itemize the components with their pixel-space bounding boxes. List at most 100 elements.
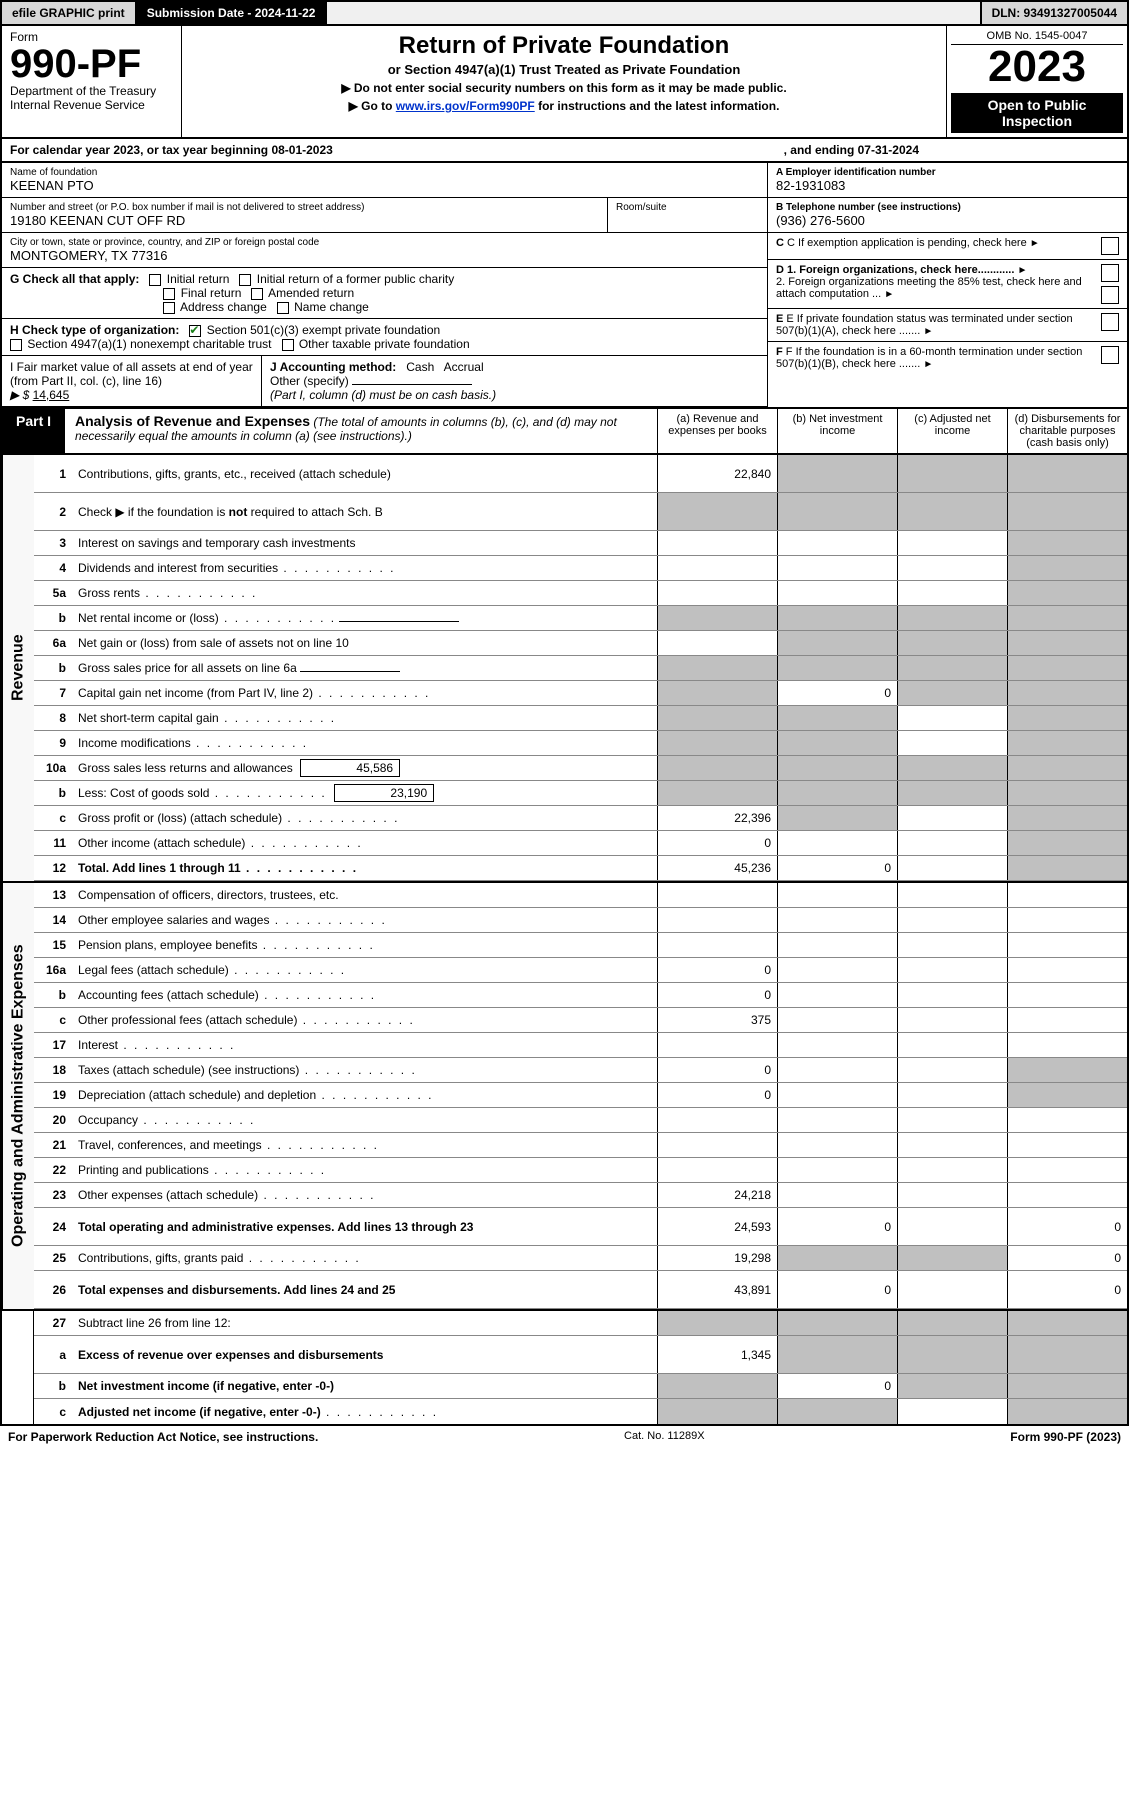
c-checkbox[interactable] — [1101, 237, 1119, 255]
row-2-desc-c: required to attach Sch. B — [247, 505, 382, 519]
row-16a: 16aLegal fees (attach schedule)0 — [34, 958, 1127, 983]
name-value: KEENAN PTO — [10, 178, 759, 193]
row-6a-num: 6a — [34, 636, 74, 650]
row-26-desc: Total expenses and disbursements. Add li… — [78, 1283, 395, 1297]
row-27a: aExcess of revenue over expenses and dis… — [34, 1336, 1127, 1374]
h-4947-label: Section 4947(a)(1) nonexempt charitable … — [27, 337, 271, 351]
row-10c-a: 22,396 — [657, 806, 777, 830]
row-15: 15Pension plans, employee benefits — [34, 933, 1127, 958]
g-initial-label: Initial return — [167, 272, 230, 286]
form-title: Return of Private Foundation — [198, 32, 930, 60]
row-12-desc: Total. Add lines 1 through 11 — [78, 861, 358, 875]
revenue-grid: Revenue 1 Contributions, gifts, grants, … — [0, 455, 1129, 883]
f-row: F F If the foundation is in a 60-month t… — [768, 342, 1127, 374]
city-value: MONTGOMERY, TX 77316 — [10, 248, 759, 263]
revenue-side-label: Revenue — [2, 455, 34, 881]
h-other-checkbox[interactable] — [282, 339, 294, 351]
row-3: 3Interest on savings and temporary cash … — [34, 531, 1127, 556]
row-7: 7Capital gain net income (from Part IV, … — [34, 681, 1127, 706]
city-cell: City or town, state or province, country… — [2, 233, 767, 268]
d-row: D 1. Foreign organizations, check here..… — [768, 260, 1127, 309]
row-11-desc: Other income (attach schedule) — [74, 834, 657, 852]
row-12: 12Total. Add lines 1 through 1145,2360 — [34, 856, 1127, 881]
e-checkbox[interactable] — [1101, 313, 1119, 331]
row-24-desc: Total operating and administrative expen… — [78, 1220, 473, 1234]
g-amended-checkbox[interactable] — [251, 288, 263, 300]
row-7-b: 0 — [777, 681, 897, 705]
g-name-checkbox[interactable] — [277, 302, 289, 314]
row-27b: bNet investment income (if negative, ent… — [34, 1374, 1127, 1399]
row-18-desc: Taxes (attach schedule) (see instruction… — [74, 1061, 657, 1079]
j-other-label: Other (specify) — [270, 374, 349, 388]
row-7-num: 7 — [34, 686, 74, 700]
entity-info: Name of foundation KEENAN PTO Number and… — [0, 163, 1129, 409]
header-note-2: ▶ Go to www.irs.gov/Form990PF for instru… — [198, 99, 930, 113]
row-25-a: 19,298 — [657, 1246, 777, 1270]
irs-link[interactable]: www.irs.gov/Form990PF — [396, 99, 535, 113]
part1-title: Analysis of Revenue and Expenses — [75, 413, 310, 429]
row-16a-num: 16a — [34, 963, 74, 977]
col-c-hdr: (c) Adjusted net income — [897, 409, 1007, 453]
header-note-1: ▶ Do not enter social security numbers o… — [198, 81, 930, 95]
row-4-desc: Dividends and interest from securities — [74, 559, 657, 577]
ij-row: I Fair market value of all assets at end… — [2, 356, 767, 407]
row-2-num: 2 — [34, 505, 74, 519]
goto-suffix: for instructions and the latest informat… — [535, 99, 780, 113]
g-initial-checkbox[interactable] — [149, 274, 161, 286]
d1-checkbox[interactable] — [1101, 264, 1119, 282]
row-18-num: 18 — [34, 1063, 74, 1077]
row-25-num: 25 — [34, 1251, 74, 1265]
row-12-b: 0 — [777, 856, 897, 880]
row-17: 17Interest — [34, 1033, 1127, 1058]
phone-value: (936) 276-5600 — [776, 213, 1119, 228]
row-19: 19Depreciation (attach schedule) and dep… — [34, 1083, 1127, 1108]
efile-btn[interactable]: efile GRAPHIC print — [2, 2, 137, 24]
row-27c-num: c — [34, 1405, 74, 1419]
g-address-checkbox[interactable] — [163, 302, 175, 314]
row-16a-a: 0 — [657, 958, 777, 982]
j-cash-label: Cash — [406, 360, 434, 374]
addr-value: 19180 KEENAN CUT OFF RD — [10, 213, 599, 228]
g-final-label: Final return — [181, 286, 242, 300]
g-row: G Check all that apply: Initial return I… — [2, 268, 767, 319]
g-final-checkbox[interactable] — [163, 288, 175, 300]
header-mid: Return of Private Foundation or Section … — [182, 26, 947, 137]
row-21-num: 21 — [34, 1138, 74, 1152]
address-cell: Number and street (or P.O. box number if… — [2, 198, 767, 233]
row-6b-num: b — [34, 661, 74, 675]
row-8-num: 8 — [34, 711, 74, 725]
row-10b-box: 23,190 — [334, 784, 434, 802]
row-27b-num: b — [34, 1379, 74, 1393]
row-11-a: 0 — [657, 831, 777, 855]
row-12-num: 12 — [34, 861, 74, 875]
ein-label: A Employer identification number — [776, 167, 936, 178]
row-10a-desc: Gross sales less returns and allowances — [78, 761, 293, 775]
h-501c3-checkbox[interactable] — [189, 325, 201, 337]
ein-value: 82-1931083 — [776, 178, 1119, 193]
j-cell: J Accounting method: Cash Accrual Other … — [262, 356, 767, 406]
row-20-num: 20 — [34, 1113, 74, 1127]
row-10a-box: 45,586 — [300, 759, 400, 777]
submission-date: Submission Date - 2024-11-22 — [137, 2, 328, 24]
row-1-desc: Contributions, gifts, grants, etc., rece… — [74, 465, 657, 483]
g-initial-former-checkbox[interactable] — [239, 274, 251, 286]
expenses-grid: Operating and Administrative Expenses 13… — [0, 883, 1129, 1311]
row-10c: cGross profit or (loss) (attach schedule… — [34, 806, 1127, 831]
row-27-num: 27 — [34, 1316, 74, 1330]
line27-grid: 27Subtract line 26 from line 12: aExcess… — [0, 1311, 1129, 1426]
g-amended-label: Amended return — [268, 286, 354, 300]
row-6b-desc: Gross sales price for all assets on line… — [78, 661, 297, 675]
row-8: 8Net short-term capital gain — [34, 706, 1127, 731]
d2-text: 2. Foreign organizations meeting the 85%… — [776, 276, 1082, 300]
d2-checkbox[interactable] — [1101, 286, 1119, 304]
row-11-num: 11 — [34, 836, 74, 850]
row-23-desc: Other expenses (attach schedule) — [74, 1186, 657, 1204]
row-9-num: 9 — [34, 736, 74, 750]
h-4947-checkbox[interactable] — [10, 339, 22, 351]
row-16c-desc: Other professional fees (attach schedule… — [74, 1011, 657, 1029]
row-17-num: 17 — [34, 1038, 74, 1052]
row-19-a: 0 — [657, 1083, 777, 1107]
tax-year: 2023 — [951, 45, 1123, 89]
f-checkbox[interactable] — [1101, 346, 1119, 364]
row-27c-desc: Adjusted net income (if negative, enter … — [78, 1405, 321, 1419]
